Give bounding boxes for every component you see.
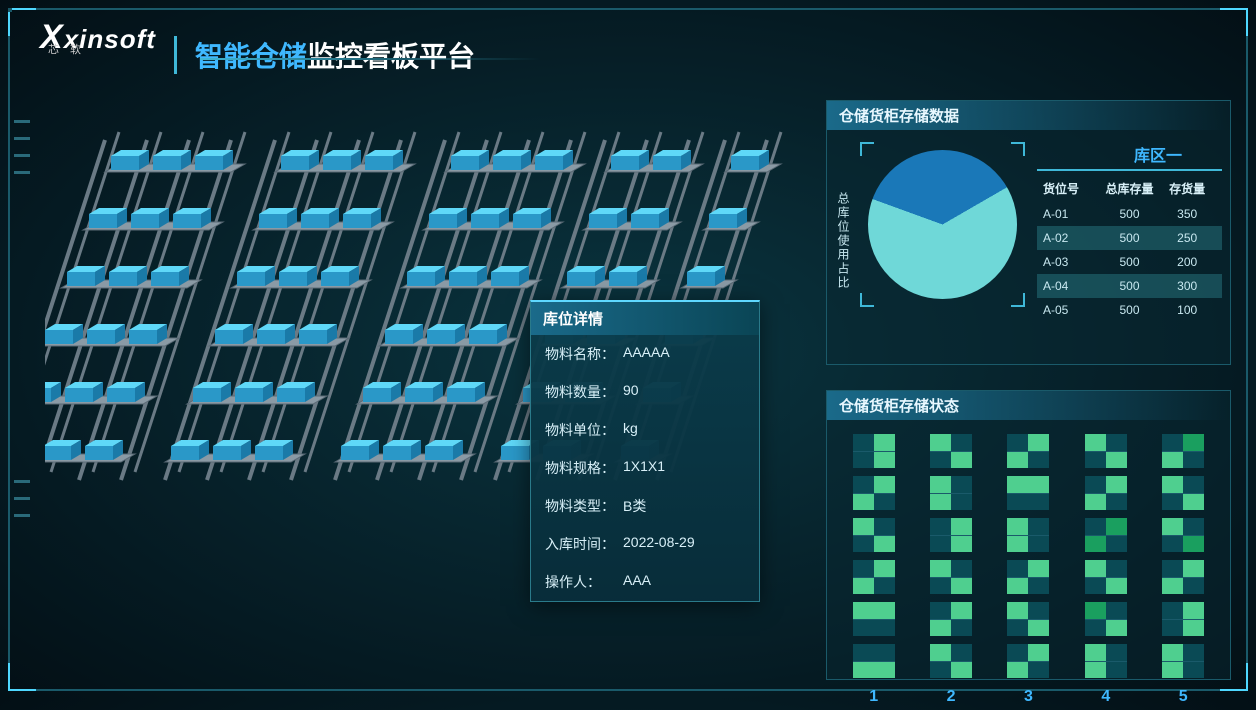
status-cell[interactable] <box>930 644 972 678</box>
column-number: 4 <box>1101 688 1110 706</box>
status-cell[interactable] <box>930 602 972 636</box>
slot-detail-tooltip: 库位详情 物料名称：AAAAA物料数量：90物料单位：kg物料规格：1X1X1物… <box>530 300 760 602</box>
status-column: 4 <box>1085 434 1127 706</box>
tooltip-row: 物料名称：AAAAA <box>531 335 759 373</box>
column-number: 1 <box>869 688 878 706</box>
tooltip-row: 物料规格：1X1X1 <box>531 449 759 487</box>
pie-chart-box <box>860 142 1025 307</box>
zone-table: 库区一 货位号总库存量存货量 A-01500350A-02500250A-035… <box>1037 142 1222 322</box>
table-header: 货位号总库存量存货量 <box>1037 175 1222 202</box>
tooltip-row: 物料数量：90 <box>531 373 759 411</box>
status-cell[interactable] <box>853 434 895 468</box>
status-cell[interactable] <box>853 560 895 594</box>
status-cell[interactable] <box>1085 644 1127 678</box>
table-row[interactable]: A-05500100 <box>1037 298 1222 322</box>
status-cell[interactable] <box>1007 518 1049 552</box>
tooltip-row: 物料类型：B类 <box>531 487 759 525</box>
status-cell[interactable] <box>1162 644 1204 678</box>
title-underline <box>200 58 540 60</box>
left-ticks-2 <box>14 480 30 517</box>
status-cell[interactable] <box>1007 476 1049 510</box>
status-cell[interactable] <box>1085 602 1127 636</box>
status-cell[interactable] <box>1007 434 1049 468</box>
status-cell[interactable] <box>930 560 972 594</box>
left-ticks <box>14 120 30 174</box>
tooltip-row: 入库时间：2022-08-29 <box>531 525 759 563</box>
status-cell[interactable] <box>853 476 895 510</box>
zone-table-title: 库区一 <box>1037 142 1222 171</box>
status-cell[interactable] <box>1007 602 1049 636</box>
status-cell[interactable] <box>853 602 895 636</box>
panel1-title: 仓储货柜存储数据 <box>827 101 1230 130</box>
tooltip-row: 操作人：AAA <box>531 563 759 601</box>
column-number: 5 <box>1179 688 1188 706</box>
status-cell[interactable] <box>1007 644 1049 678</box>
tooltip-row: 物料单位：kg <box>531 411 759 449</box>
page-title: 智能仓储监控看板平台 <box>195 35 475 75</box>
logo-cn: 芯 软 <box>48 41 224 57</box>
table-row[interactable]: A-01500350 <box>1037 202 1222 226</box>
status-cell[interactable] <box>1162 518 1204 552</box>
status-cell[interactable] <box>1162 476 1204 510</box>
status-column: 2 <box>930 434 972 706</box>
pie-axis-label: 总库位使用占比 <box>835 192 852 290</box>
status-cell[interactable] <box>930 476 972 510</box>
table-row[interactable]: A-04500300 <box>1037 274 1222 298</box>
pie-chart <box>868 150 1017 299</box>
status-cell[interactable] <box>853 518 895 552</box>
status-cell[interactable] <box>1162 560 1204 594</box>
table-row[interactable]: A-02500250 <box>1037 226 1222 250</box>
status-cell[interactable] <box>1007 560 1049 594</box>
status-cell[interactable] <box>930 518 972 552</box>
status-cell[interactable] <box>1162 434 1204 468</box>
tooltip-title: 库位详情 <box>531 302 759 335</box>
status-cell[interactable] <box>1162 602 1204 636</box>
status-column: 5 <box>1162 434 1204 706</box>
status-cell[interactable] <box>1085 560 1127 594</box>
status-column: 3 <box>1007 434 1049 706</box>
status-cell[interactable] <box>930 434 972 468</box>
status-cell[interactable] <box>1085 434 1127 468</box>
column-number: 3 <box>1024 688 1033 706</box>
status-cell[interactable] <box>1085 476 1127 510</box>
table-row[interactable]: A-03500200 <box>1037 250 1222 274</box>
status-column: 1 <box>853 434 895 706</box>
status-cell[interactable] <box>853 644 895 678</box>
storage-status-panel: 仓储货柜存储状态 12345 <box>826 390 1231 680</box>
column-number: 2 <box>947 688 956 706</box>
status-cell[interactable] <box>1085 518 1127 552</box>
storage-data-panel: 仓储货柜存储数据 总库位使用占比 库区一 货位号总库存量存货量 A-015003… <box>826 100 1231 365</box>
panel2-title: 仓储货柜存储状态 <box>827 391 1230 420</box>
